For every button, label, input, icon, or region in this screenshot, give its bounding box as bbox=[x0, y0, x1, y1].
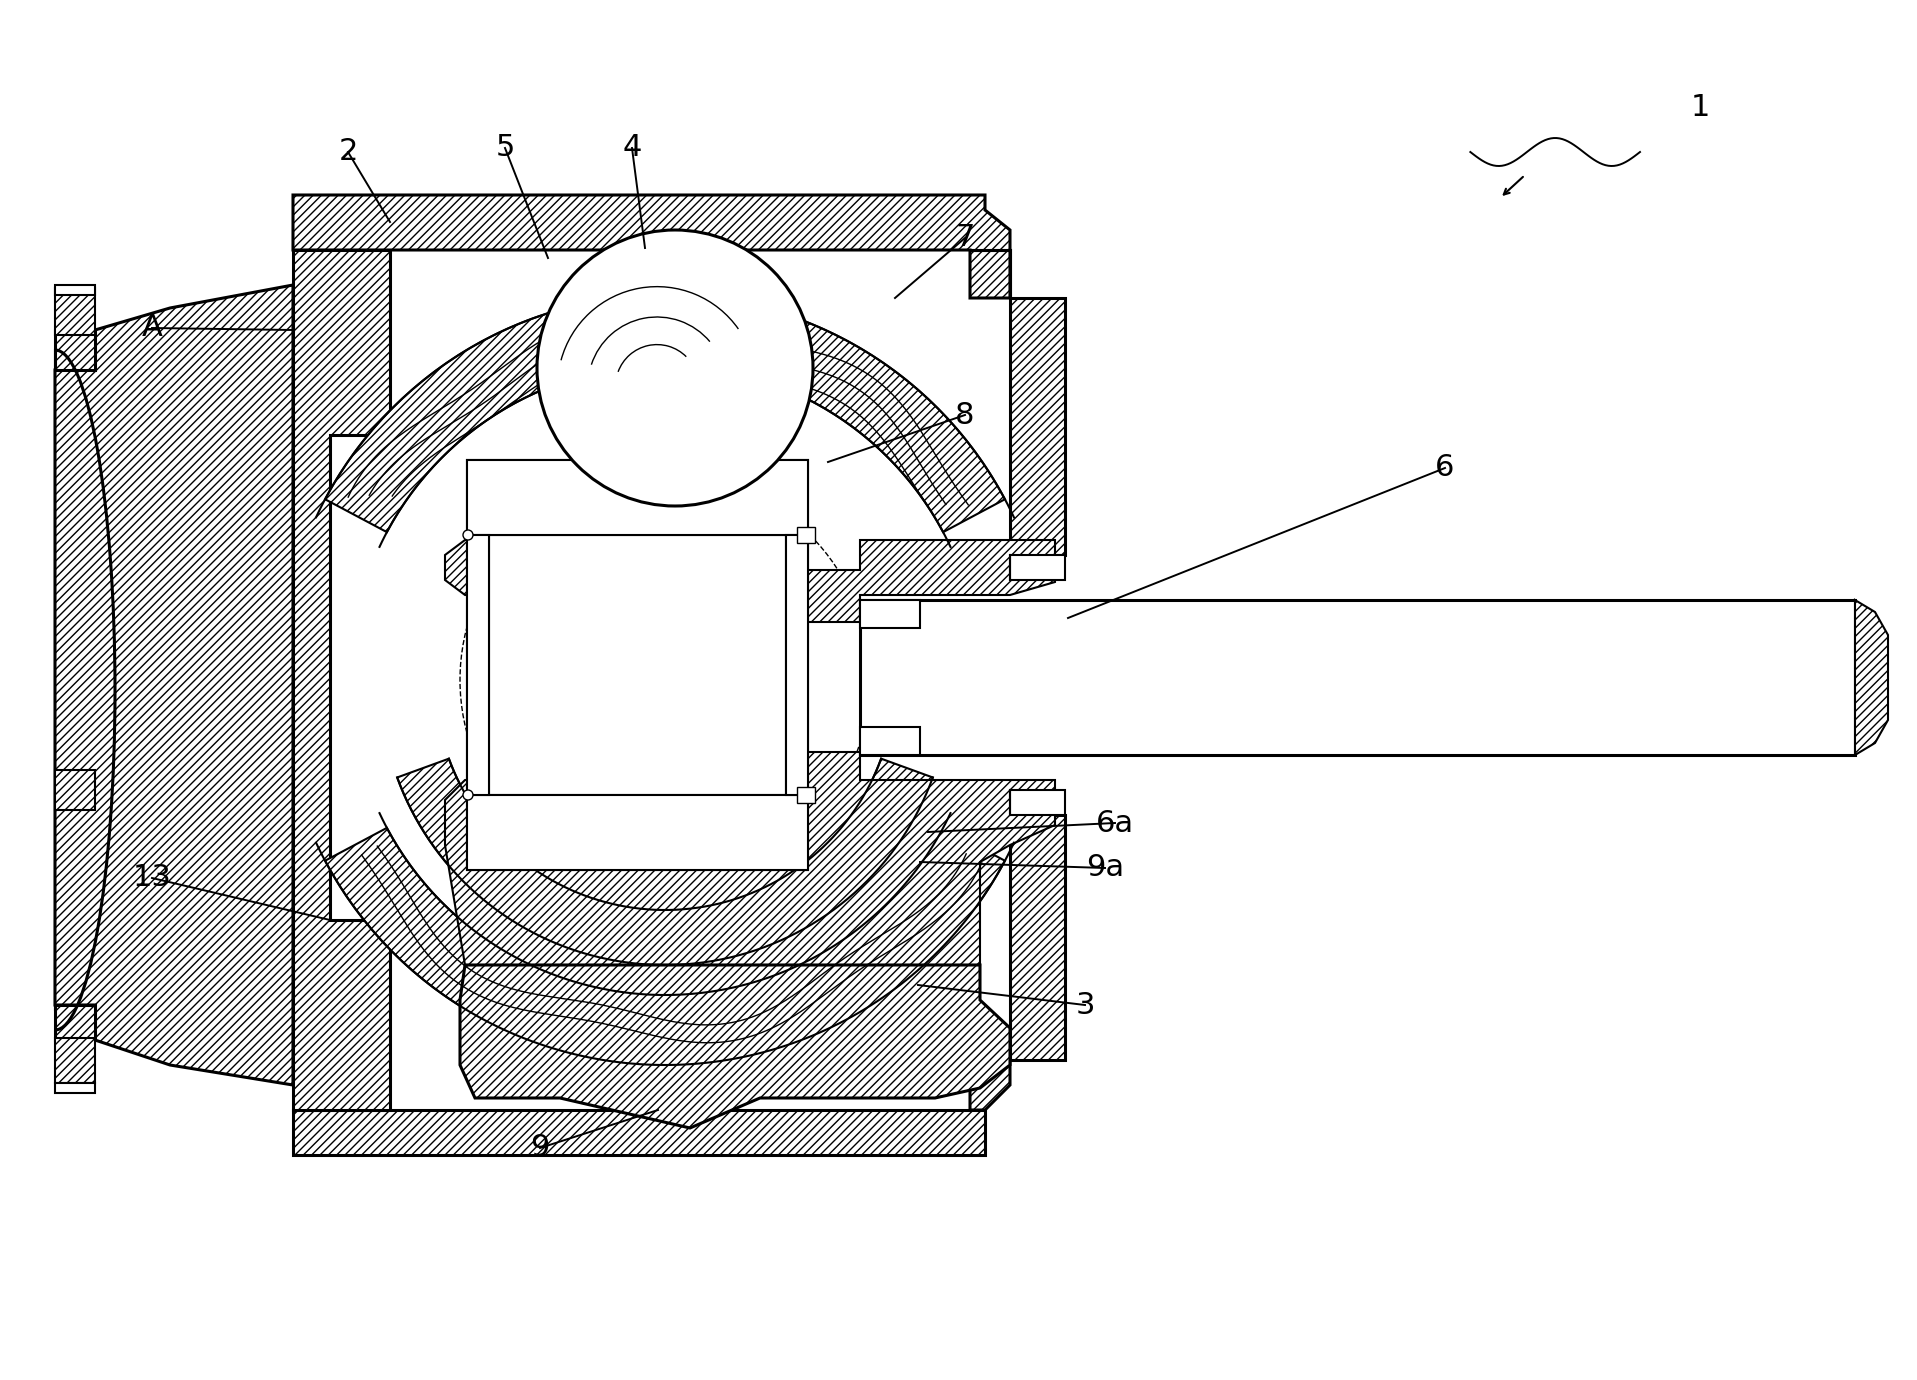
Polygon shape bbox=[56, 770, 96, 810]
Polygon shape bbox=[970, 1060, 1010, 1110]
Polygon shape bbox=[1010, 789, 1066, 816]
Polygon shape bbox=[56, 286, 96, 295]
Polygon shape bbox=[861, 600, 920, 628]
Polygon shape bbox=[445, 540, 1054, 622]
Circle shape bbox=[464, 530, 473, 540]
Polygon shape bbox=[786, 535, 807, 795]
Polygon shape bbox=[56, 286, 293, 1085]
Text: 2: 2 bbox=[337, 138, 358, 167]
Text: 9: 9 bbox=[531, 1133, 550, 1162]
Polygon shape bbox=[326, 295, 1005, 533]
Polygon shape bbox=[460, 965, 1010, 1127]
Polygon shape bbox=[56, 920, 96, 1010]
Polygon shape bbox=[489, 535, 786, 795]
Text: 4: 4 bbox=[623, 134, 642, 163]
Text: 5: 5 bbox=[495, 134, 514, 163]
Polygon shape bbox=[326, 828, 1005, 1065]
Circle shape bbox=[537, 230, 813, 506]
Polygon shape bbox=[970, 250, 1066, 555]
Polygon shape bbox=[468, 460, 807, 869]
Polygon shape bbox=[468, 460, 807, 535]
Polygon shape bbox=[293, 1110, 985, 1155]
Polygon shape bbox=[293, 250, 389, 1110]
Polygon shape bbox=[56, 1038, 96, 1083]
Polygon shape bbox=[1010, 555, 1066, 580]
Polygon shape bbox=[56, 1083, 96, 1093]
Polygon shape bbox=[797, 527, 815, 542]
Text: 1: 1 bbox=[1691, 94, 1710, 123]
Text: 8: 8 bbox=[955, 400, 974, 429]
Polygon shape bbox=[797, 787, 815, 803]
Polygon shape bbox=[468, 795, 807, 869]
Polygon shape bbox=[445, 752, 1054, 965]
Text: 6a: 6a bbox=[1097, 809, 1135, 838]
Polygon shape bbox=[861, 600, 1856, 755]
Polygon shape bbox=[861, 727, 920, 755]
Polygon shape bbox=[1010, 816, 1066, 1060]
Polygon shape bbox=[56, 1005, 96, 1041]
Text: 13: 13 bbox=[132, 864, 171, 893]
Polygon shape bbox=[56, 351, 96, 440]
Text: 3: 3 bbox=[1075, 991, 1095, 1020]
Polygon shape bbox=[293, 195, 1010, 298]
Text: A: A bbox=[142, 313, 163, 342]
Text: 7: 7 bbox=[955, 224, 974, 253]
Polygon shape bbox=[397, 759, 934, 965]
Text: 9a: 9a bbox=[1085, 853, 1123, 882]
Polygon shape bbox=[1856, 600, 1888, 755]
Polygon shape bbox=[468, 535, 489, 795]
Polygon shape bbox=[56, 330, 96, 370]
Circle shape bbox=[464, 789, 473, 800]
Polygon shape bbox=[56, 288, 96, 335]
Text: 6: 6 bbox=[1436, 454, 1455, 483]
